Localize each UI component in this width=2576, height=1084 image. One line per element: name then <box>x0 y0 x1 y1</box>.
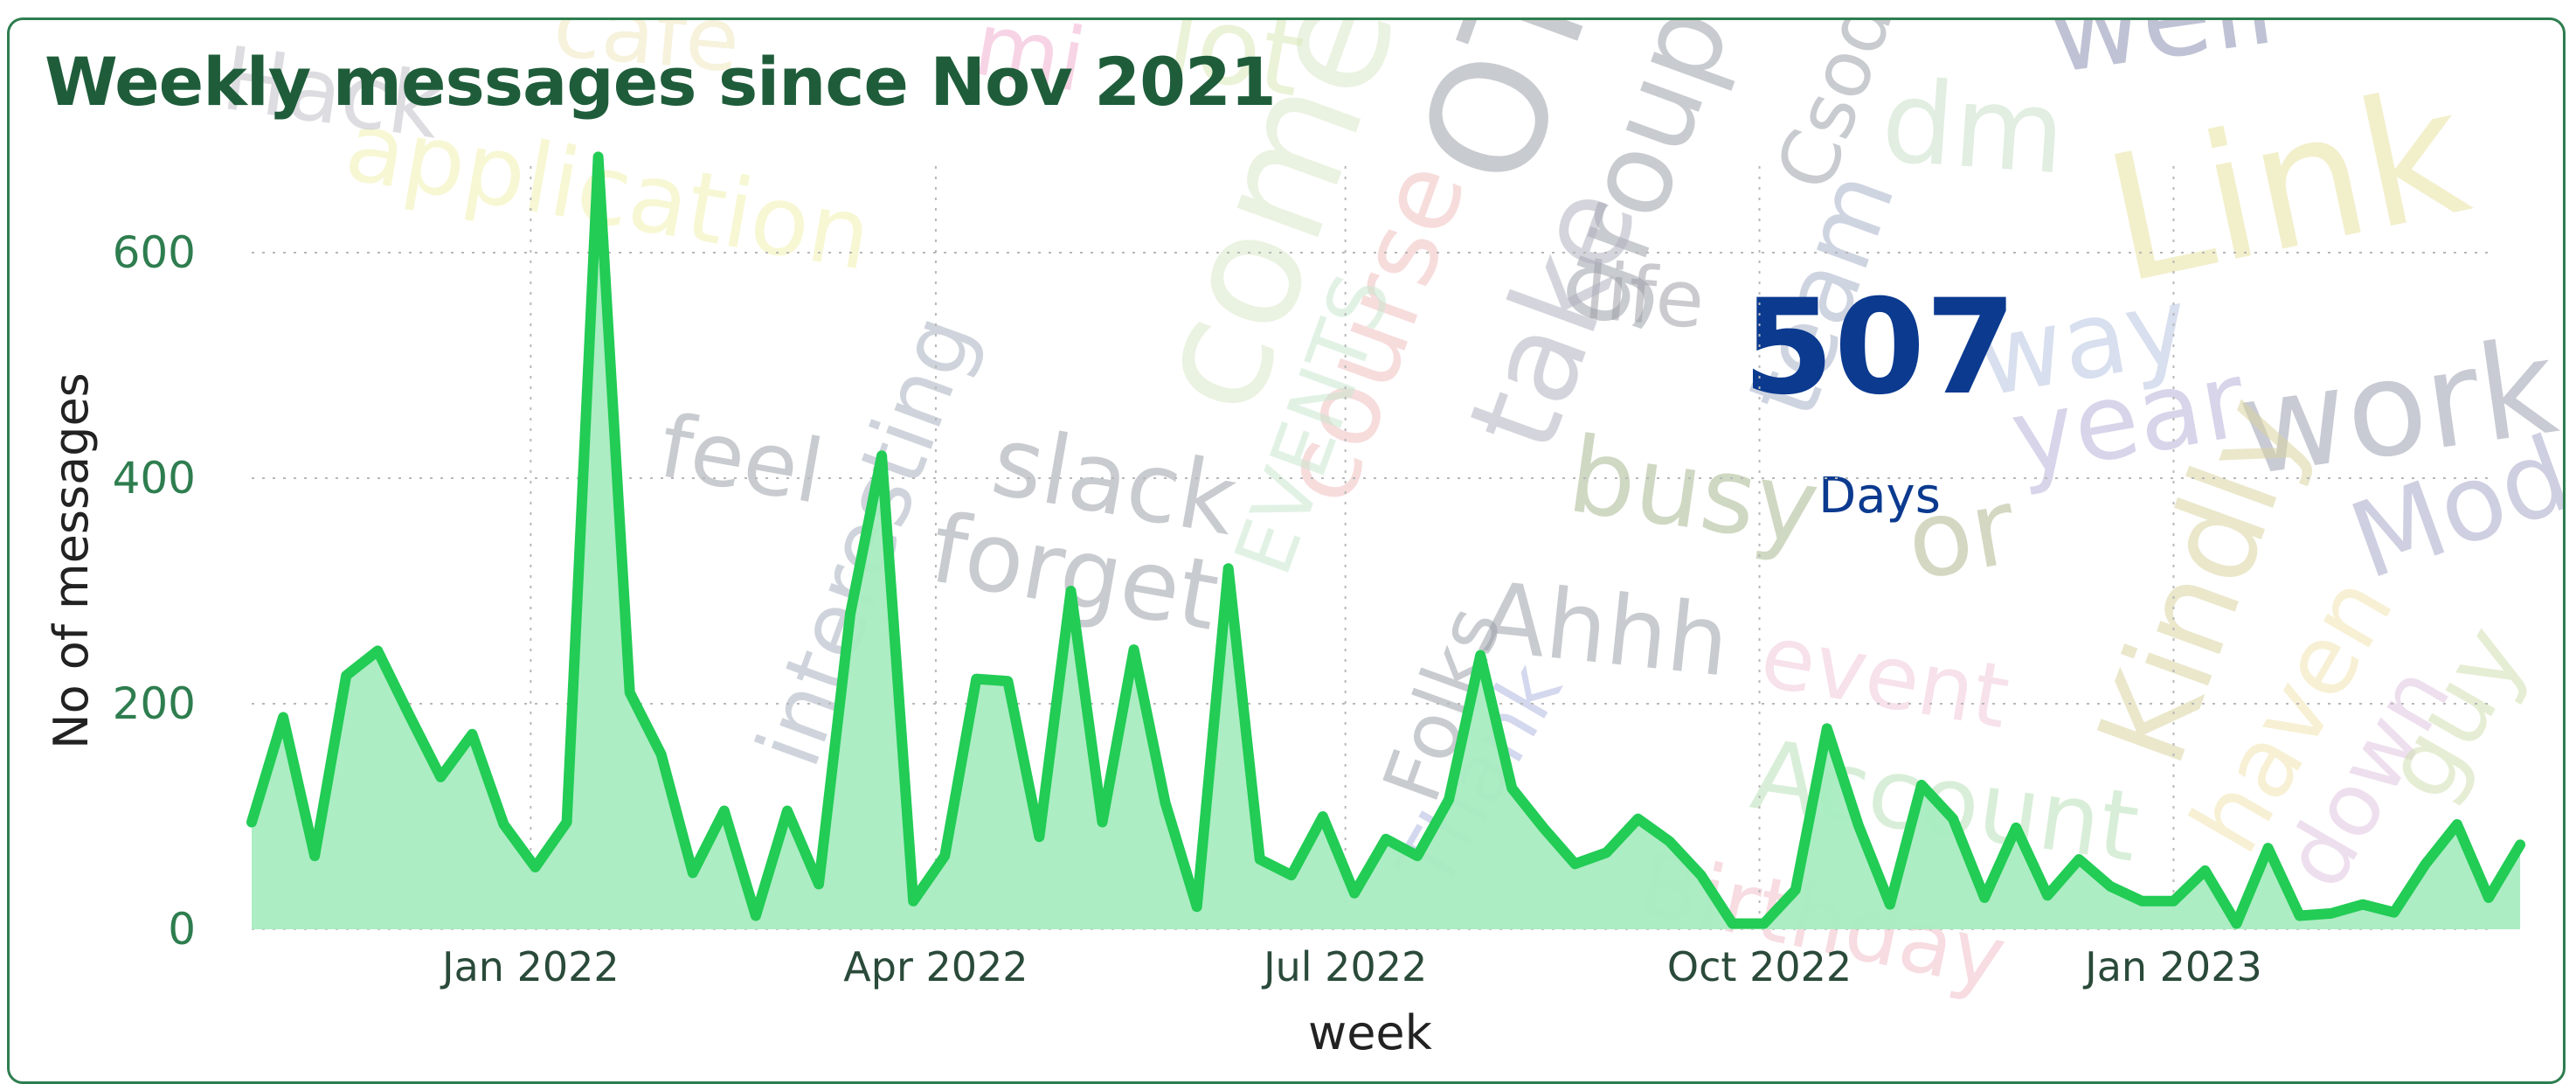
data-point <box>912 900 915 902</box>
data-point <box>1668 840 1671 843</box>
data-point <box>314 855 316 858</box>
x-tick-label: Jul 2022 <box>1261 943 1427 990</box>
x-tick-label: Jan 2022 <box>440 943 620 990</box>
data-point <box>2267 847 2269 850</box>
data-point <box>1416 855 1419 858</box>
wordcloud-word: mi <box>967 20 1093 112</box>
data-point <box>660 754 662 755</box>
data-point <box>723 810 725 812</box>
data-point <box>1164 802 1167 804</box>
data-point <box>754 914 757 917</box>
data-point <box>1921 783 1922 786</box>
data-point <box>1574 863 1576 865</box>
y-tick-label: 200 <box>113 678 196 729</box>
kpi-value: 507 <box>1742 272 2017 424</box>
data-point <box>1857 824 1859 827</box>
data-point <box>1794 888 1797 891</box>
data-point <box>1542 826 1545 829</box>
y-tick-label: 400 <box>113 453 196 504</box>
wordcloud-word: dm <box>1878 54 2069 199</box>
data-point <box>2109 886 2112 887</box>
data-point <box>408 713 411 716</box>
data-point <box>975 678 978 680</box>
data-point <box>2455 823 2458 825</box>
data-point <box>2172 900 2175 902</box>
data-point <box>1290 874 1292 877</box>
data-point <box>2392 911 2395 914</box>
data-point <box>2235 922 2238 925</box>
x-axis-label: week <box>1308 1005 1433 1060</box>
data-point <box>1038 836 1041 838</box>
data-point <box>1385 837 1387 840</box>
data-point <box>818 883 820 886</box>
data-point <box>1007 680 1009 683</box>
series-area <box>252 156 2521 929</box>
data-point <box>502 823 505 825</box>
y-axis-label: No of messages <box>44 372 99 749</box>
data-point <box>565 821 568 823</box>
data-point <box>944 855 946 858</box>
data-point <box>1511 787 1513 789</box>
data-point <box>1448 798 1451 801</box>
data-point <box>1762 922 1765 925</box>
data-point <box>1101 821 1104 823</box>
data-point <box>691 872 694 874</box>
data-point <box>471 733 474 735</box>
x-tick-label: Oct 2022 <box>1667 943 1852 990</box>
data-point <box>2046 894 2049 897</box>
wordcloud-word: life <box>1581 245 1708 347</box>
kpi-label: Days <box>1818 468 1941 525</box>
data-point <box>786 810 788 812</box>
data-point <box>1731 922 1734 925</box>
chart-title: Weekly messages since Nov 2021 <box>45 43 1277 121</box>
data-point <box>2424 863 2427 865</box>
data-point <box>282 716 285 719</box>
data-point <box>1070 590 1072 592</box>
data-point <box>597 156 599 158</box>
y-tick-label: 600 <box>113 227 196 278</box>
wordcloud-word: or <box>1898 466 2025 604</box>
data-point <box>1605 851 1608 854</box>
data-point <box>2015 826 2018 829</box>
data-point <box>1195 906 1198 908</box>
data-point <box>1952 817 1954 820</box>
data-point <box>1700 874 1702 877</box>
data-point <box>2298 914 2301 917</box>
data-point <box>345 674 348 677</box>
data-point <box>1479 654 1482 657</box>
data-point <box>1321 816 1324 817</box>
data-point <box>881 455 883 457</box>
y-tick-label: 0 <box>168 904 196 955</box>
data-point <box>849 612 852 615</box>
data-point <box>1825 727 1828 730</box>
data-point <box>440 775 442 778</box>
data-point <box>1132 649 1135 651</box>
data-point <box>251 821 253 823</box>
data-point <box>2361 903 2364 906</box>
data-point <box>1227 567 1229 570</box>
data-point <box>2488 896 2489 899</box>
x-tick-label: Jan 2023 <box>2082 943 2262 990</box>
data-point <box>2204 869 2206 872</box>
wordcloud-word: Ahhh <box>1475 561 1734 698</box>
data-point <box>1354 892 1355 894</box>
data-point <box>2078 858 2081 860</box>
data-point <box>2330 912 2332 914</box>
data-point <box>628 691 631 694</box>
data-point <box>2141 900 2143 902</box>
data-point <box>1888 903 1891 906</box>
data-point <box>1984 896 1986 899</box>
x-tick-label: Apr 2022 <box>843 943 1028 990</box>
data-point <box>2519 844 2522 846</box>
data-point <box>1258 858 1261 860</box>
data-point <box>1637 817 1639 820</box>
data-point <box>377 650 379 652</box>
data-point <box>534 866 537 868</box>
